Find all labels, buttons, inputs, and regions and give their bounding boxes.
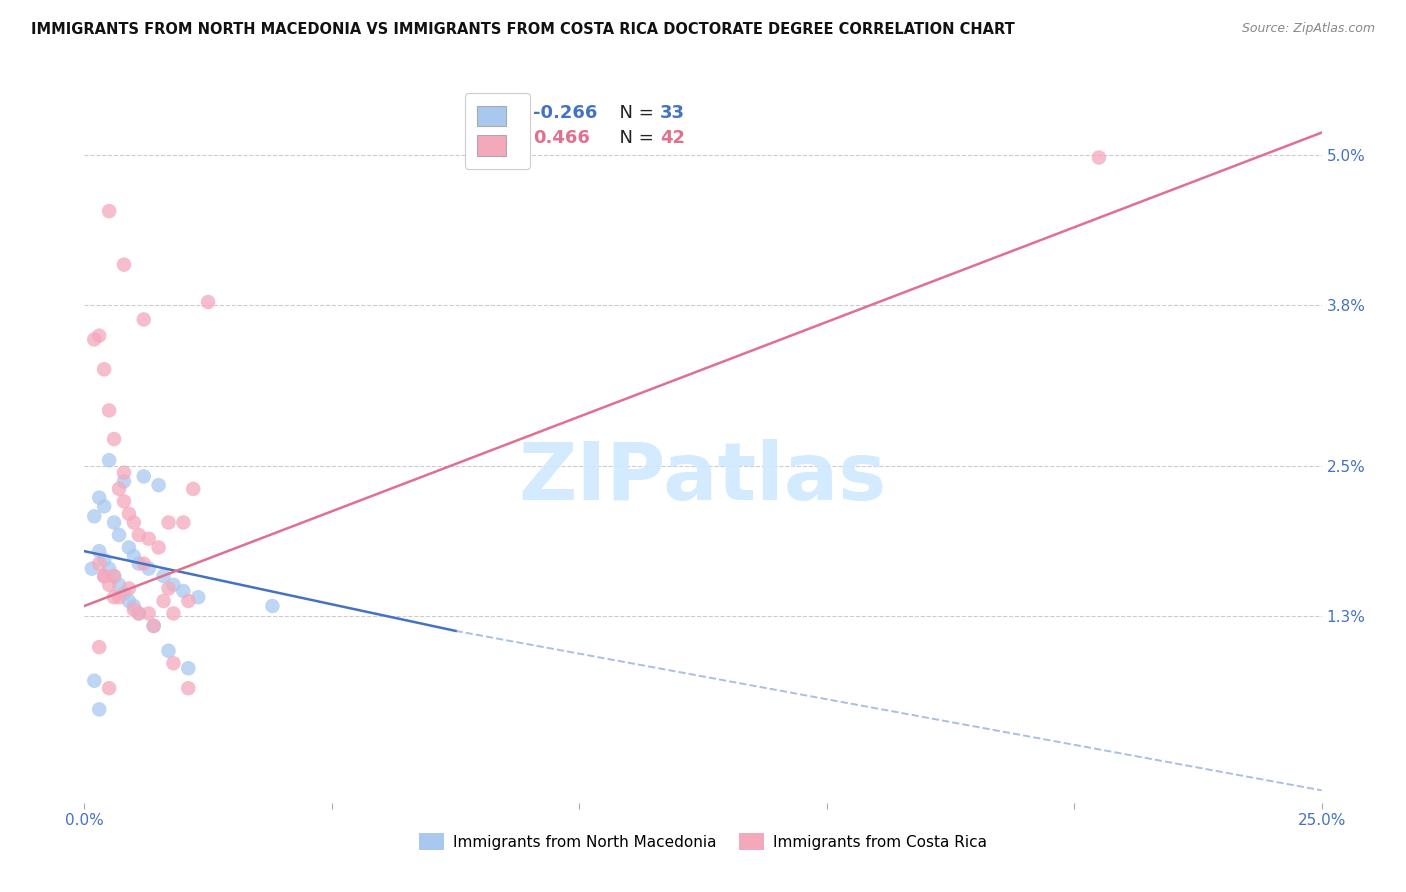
Point — [103, 569, 125, 583]
Point — [112, 586, 135, 600]
Point — [157, 644, 180, 658]
Point — [103, 569, 125, 583]
Point — [93, 569, 115, 583]
Text: R =: R = — [474, 128, 519, 146]
Point — [118, 594, 141, 608]
Point — [162, 607, 184, 621]
Point — [93, 553, 115, 567]
Point — [83, 509, 105, 524]
Point — [177, 661, 200, 675]
Point — [152, 594, 174, 608]
Text: R =: R = — [474, 104, 513, 122]
Point — [122, 549, 145, 563]
Point — [93, 569, 115, 583]
Text: N =: N = — [607, 104, 659, 122]
Point — [89, 557, 111, 571]
Point — [148, 541, 170, 555]
Point — [177, 681, 200, 696]
Point — [83, 332, 105, 346]
Point — [187, 591, 209, 605]
Point — [80, 561, 103, 575]
Point — [172, 584, 194, 599]
Text: IMMIGRANTS FROM NORTH MACEDONIA VS IMMIGRANTS FROM COSTA RICA DOCTORATE DEGREE C: IMMIGRANTS FROM NORTH MACEDONIA VS IMMIG… — [31, 22, 1015, 37]
Point — [118, 582, 141, 596]
Point — [98, 204, 121, 219]
Point — [108, 482, 131, 496]
Point — [112, 466, 135, 480]
Point — [197, 295, 219, 310]
Point — [138, 607, 160, 621]
Point — [89, 702, 111, 716]
Point — [118, 541, 141, 555]
Point — [181, 482, 204, 496]
Point — [162, 657, 184, 671]
Point — [98, 561, 121, 575]
Point — [122, 603, 145, 617]
Text: N =: N = — [607, 128, 659, 146]
Point — [98, 403, 121, 417]
Point — [108, 528, 131, 542]
Point — [262, 599, 284, 613]
Point — [103, 432, 125, 446]
Text: -0.266: -0.266 — [533, 104, 598, 122]
Point — [112, 475, 135, 489]
Text: 33: 33 — [659, 104, 685, 122]
Point — [148, 478, 170, 492]
Text: 42: 42 — [659, 128, 685, 146]
Legend: Immigrants from North Macedonia, Immigrants from Costa Rica: Immigrants from North Macedonia, Immigra… — [413, 827, 993, 856]
Point — [138, 532, 160, 546]
Point — [108, 578, 131, 592]
Text: 0.466: 0.466 — [533, 128, 591, 146]
Point — [177, 594, 200, 608]
Point — [128, 607, 150, 621]
Point — [103, 516, 125, 530]
Point — [122, 599, 145, 613]
Point — [98, 578, 121, 592]
Point — [98, 453, 121, 467]
Point — [157, 582, 180, 596]
Point — [89, 640, 111, 654]
Point — [128, 607, 150, 621]
Point — [89, 544, 111, 558]
Point — [128, 528, 150, 542]
Point — [132, 469, 155, 483]
Point — [112, 494, 135, 508]
Point — [152, 569, 174, 583]
Point — [93, 362, 115, 376]
Point — [142, 619, 165, 633]
Point — [98, 681, 121, 696]
Point — [162, 578, 184, 592]
Point — [138, 561, 160, 575]
Point — [132, 557, 155, 571]
Point — [172, 516, 194, 530]
Point — [103, 591, 125, 605]
Text: Source: ZipAtlas.com: Source: ZipAtlas.com — [1241, 22, 1375, 36]
Point — [1088, 151, 1111, 165]
Point — [93, 500, 115, 514]
Point — [112, 258, 135, 272]
Point — [132, 312, 155, 326]
Point — [128, 557, 150, 571]
Point — [83, 673, 105, 688]
Point — [108, 591, 131, 605]
Point — [118, 507, 141, 521]
Point — [122, 516, 145, 530]
Point — [142, 619, 165, 633]
Point — [89, 491, 111, 505]
Text: ZIPatlas: ZIPatlas — [519, 439, 887, 516]
Point — [157, 516, 180, 530]
Point — [89, 328, 111, 343]
